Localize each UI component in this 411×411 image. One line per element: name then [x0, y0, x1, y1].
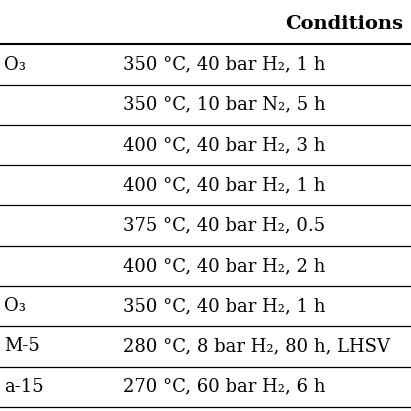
Text: O₃: O₃ [4, 297, 26, 315]
Text: 280 °C, 8 bar H₂, 80 h, LHSV: 280 °C, 8 bar H₂, 80 h, LHSV [123, 337, 390, 356]
Text: 350 °C, 40 bar H₂, 1 h: 350 °C, 40 bar H₂, 1 h [123, 297, 326, 315]
Text: a-15: a-15 [4, 378, 44, 396]
Text: 270 °C, 60 bar H₂, 6 h: 270 °C, 60 bar H₂, 6 h [123, 378, 326, 396]
Text: 350 °C, 10 bar N₂, 5 h: 350 °C, 10 bar N₂, 5 h [123, 96, 326, 114]
Text: O₃: O₃ [4, 55, 26, 74]
Text: M-5: M-5 [4, 337, 40, 356]
Text: 400 °C, 40 bar H₂, 1 h: 400 °C, 40 bar H₂, 1 h [123, 176, 326, 194]
Text: 400 °C, 40 bar H₂, 2 h: 400 °C, 40 bar H₂, 2 h [123, 257, 326, 275]
Text: Conditions: Conditions [285, 15, 403, 33]
Text: 400 °C, 40 bar H₂, 3 h: 400 °C, 40 bar H₂, 3 h [123, 136, 326, 154]
Text: 375 °C, 40 bar H₂, 0.5: 375 °C, 40 bar H₂, 0.5 [123, 217, 326, 235]
Text: 350 °C, 40 bar H₂, 1 h: 350 °C, 40 bar H₂, 1 h [123, 55, 326, 74]
